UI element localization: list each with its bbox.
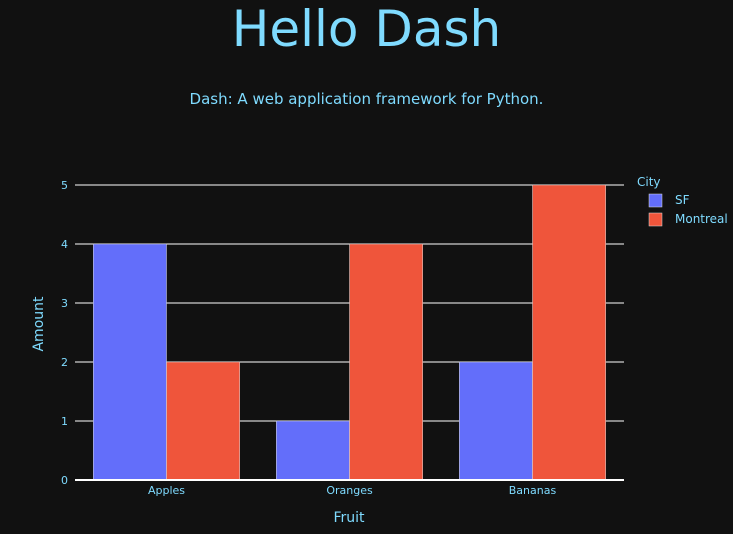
bars-layer xyxy=(93,184,606,481)
y-tick-label: 5 xyxy=(61,179,68,192)
bar-sf-oranges[interactable] xyxy=(276,420,350,481)
bar-montreal-apples[interactable] xyxy=(166,361,240,481)
legend-label: Montreal xyxy=(675,212,728,226)
legend-items[interactable]: SF Montreal xyxy=(648,193,728,227)
x-axis-title: Fruit xyxy=(333,510,365,526)
axis-layer: 0 1 2 3 4 5 Apples Oranges Bananas xyxy=(61,179,624,497)
x-tick-label: Bananas xyxy=(509,484,557,497)
page-title: Hello Dash xyxy=(231,0,502,58)
y-tick-label: 3 xyxy=(61,297,68,310)
legend-label: SF xyxy=(675,193,690,207)
y-tick-label: 1 xyxy=(61,415,68,428)
legend-item-montreal[interactable]: Montreal xyxy=(648,212,728,227)
y-tick-label: 4 xyxy=(61,238,68,251)
bar-montreal-bananas[interactable] xyxy=(532,184,606,481)
legend-title: City xyxy=(637,175,661,189)
legend-item-sf[interactable]: SF xyxy=(648,193,690,208)
legend-swatch xyxy=(648,193,663,208)
y-axis-title: Amount xyxy=(31,296,47,352)
bar-montreal-oranges[interactable] xyxy=(349,243,423,481)
bar-sf-bananas[interactable] xyxy=(459,361,533,481)
legend-swatch xyxy=(648,212,663,227)
page-subtitle: Dash: A web application framework for Py… xyxy=(189,90,544,108)
x-tick-label: Apples xyxy=(148,484,185,497)
legend[interactable]: City SF Montreal xyxy=(637,175,728,227)
y-tick-label: 2 xyxy=(61,356,68,369)
bar-sf-apples[interactable] xyxy=(93,243,167,481)
y-tick-label: 0 xyxy=(61,474,68,487)
x-tick-label: Oranges xyxy=(326,484,373,497)
